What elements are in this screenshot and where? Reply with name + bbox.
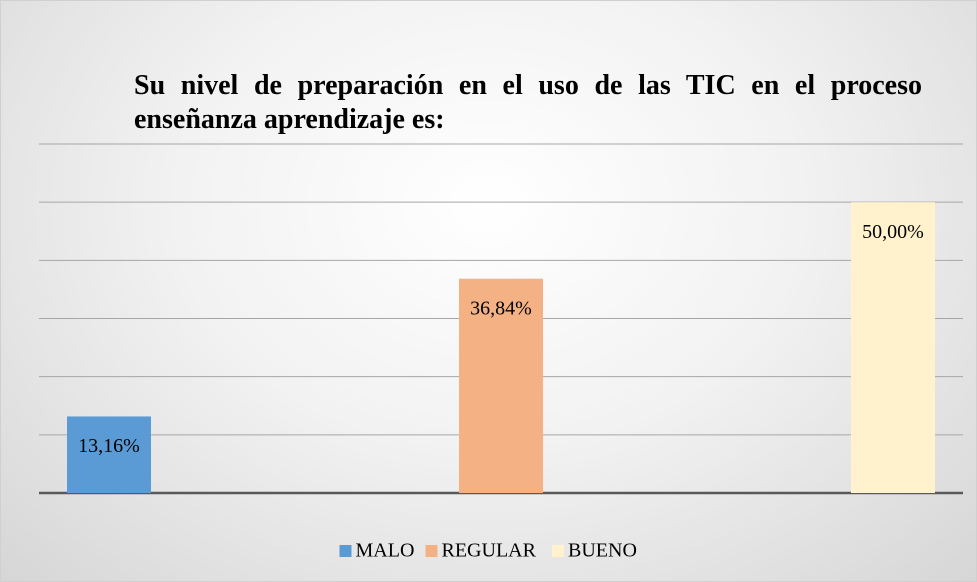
legend-label: BUENO <box>568 540 637 562</box>
data-label: 13,16% <box>78 435 140 457</box>
chart-title: Su nivel de preparación en el uso de las… <box>134 70 922 135</box>
legend-label: MALO <box>356 540 415 562</box>
bar <box>459 278 543 493</box>
data-label: 50,00% <box>862 221 924 243</box>
bar <box>851 202 935 493</box>
data-label: 36,84% <box>470 297 532 319</box>
legend-swatch <box>425 545 438 557</box>
legend-swatch <box>552 545 564 557</box>
legend-label: REGULAR <box>442 540 537 562</box>
legend-swatch <box>339 545 352 557</box>
bar <box>67 416 151 493</box>
